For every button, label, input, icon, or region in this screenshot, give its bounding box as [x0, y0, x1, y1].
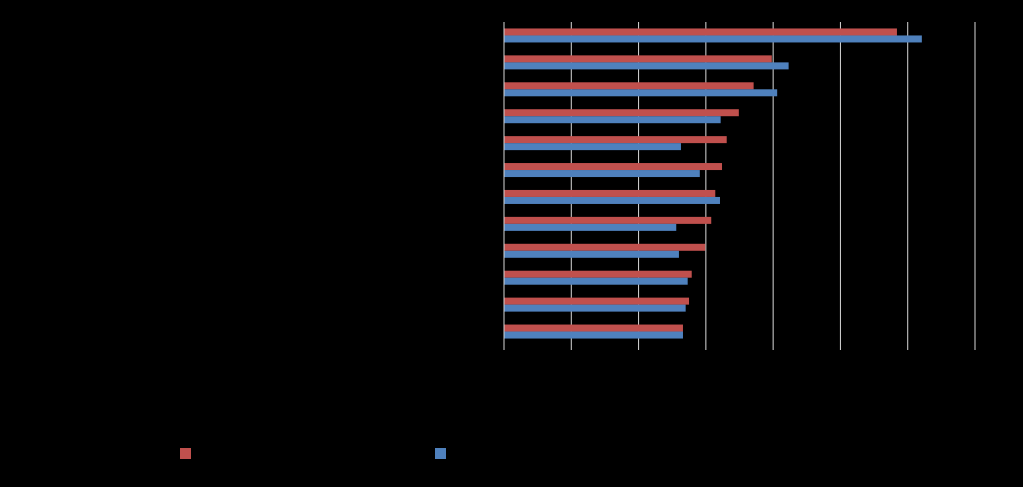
bar: [504, 143, 681, 151]
x-tick-label: 4: [770, 353, 777, 367]
x-tick-label: 0: [501, 353, 508, 367]
bar: [504, 89, 778, 97]
bar: [504, 324, 683, 332]
bar: [504, 196, 720, 204]
bar: [504, 189, 716, 197]
bar: [504, 331, 683, 339]
bar: [504, 82, 754, 90]
bar: [504, 163, 723, 171]
bar: [504, 216, 712, 224]
x-tick-label: 7: [972, 353, 979, 367]
bar: [504, 170, 700, 178]
bar: [504, 243, 706, 251]
x-tick-label: 6: [904, 353, 911, 367]
bar: [504, 35, 922, 43]
x-tick-label: 1: [568, 353, 575, 367]
legend-swatch: [180, 448, 191, 459]
bar: [504, 62, 789, 70]
bar: [504, 277, 688, 285]
bar: [504, 116, 721, 124]
bar: [504, 270, 692, 278]
bar: [504, 223, 677, 231]
bar: [504, 28, 897, 36]
bar: [504, 136, 727, 144]
bar: [504, 250, 679, 258]
bar: [504, 109, 739, 117]
x-tick-label: 3: [703, 353, 710, 367]
bar: [504, 304, 686, 312]
legend-swatch: [435, 448, 446, 459]
x-tick-label: 2: [635, 353, 642, 367]
x-tick-label: 5: [837, 353, 844, 367]
bar: [504, 297, 690, 305]
bar: [504, 55, 772, 63]
